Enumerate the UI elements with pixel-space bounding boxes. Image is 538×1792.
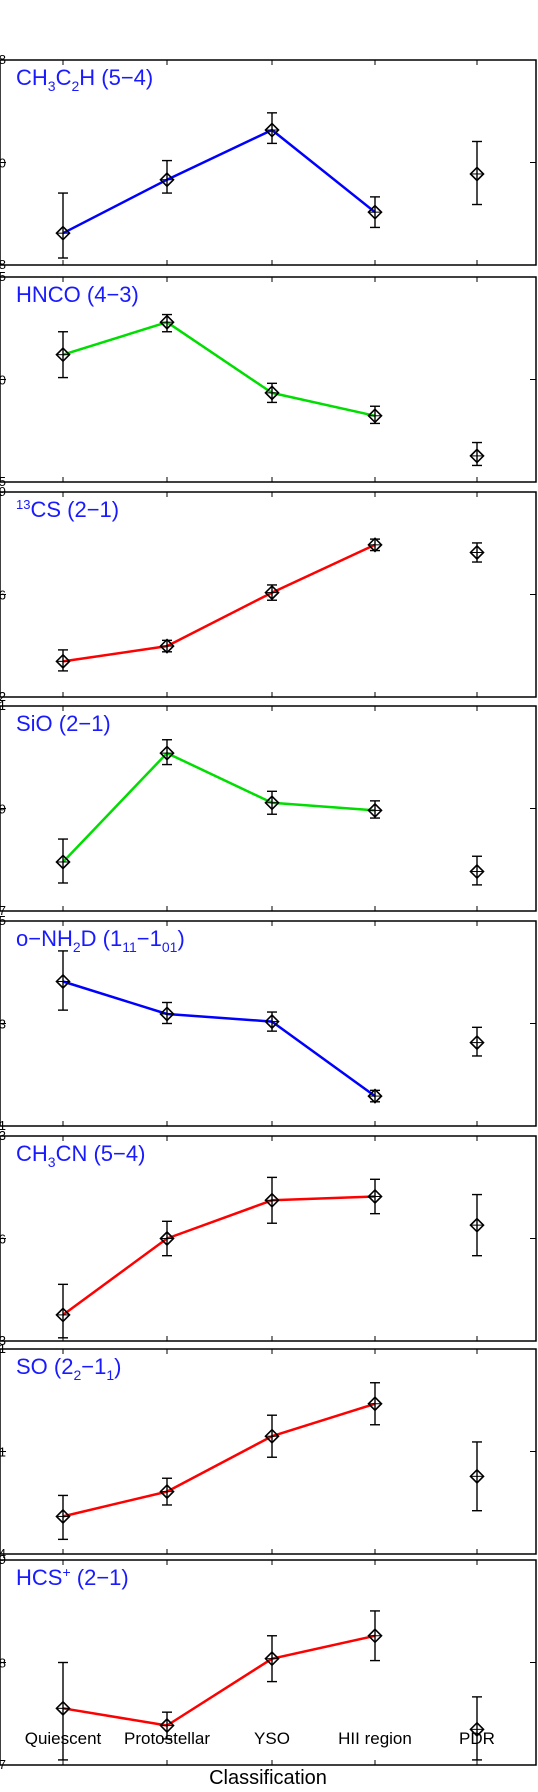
x-category-label: Quiescent (25, 1729, 102, 1748)
panel-title: 13CS (2−1) (16, 497, 119, 522)
series-line (62, 1634, 376, 1727)
panel-title: SO (22−11) (16, 1354, 121, 1383)
x-category-label: Protostellar (124, 1729, 210, 1748)
panel-3: 9 6 2 13CS (2−1) (0, 484, 537, 704)
y-tick-label-top: 5 (0, 269, 6, 284)
series-line (62, 1195, 376, 1316)
panel-frame (0, 59, 537, 266)
y-tick-label-bottom: 7 (0, 903, 6, 918)
y-tick-label-mid: 6 (0, 588, 6, 603)
x-category-label: PDR (459, 1729, 495, 1748)
y-tick-label-bottom: 2 (0, 689, 6, 704)
x-category-labels: Quiescent Protostellar YSO HII region PDR (25, 1729, 495, 1748)
y-tick-label-mid: 0 (0, 373, 6, 388)
panel-1: 8 0 8 CH3C2H (5−4) (0, 52, 537, 272)
y-tick-label-bottom: 7 (0, 1757, 6, 1772)
series-line (62, 320, 376, 418)
panel-frame (0, 276, 537, 483)
panel-title: HCS+ (2−1) (16, 1564, 129, 1590)
panel-5: 5 3 1 o−NH2D (111−101) (0, 913, 537, 1133)
y-tick-label-top: 8 (0, 52, 6, 67)
panel-frame (0, 705, 537, 912)
y-tick-label-bottom: 1 (0, 1118, 6, 1133)
panel-title: HNCO (4−3) (16, 282, 139, 307)
panel-2: 5 0 5 HNCO (4−3) (0, 269, 537, 489)
panel-title: o−NH2D (111−101) (16, 926, 185, 955)
y-tick-label-top: 9 (0, 1552, 6, 1567)
x-category-label: YSO (254, 1729, 290, 1748)
y-tick-label-mid: 0 (0, 156, 6, 171)
y-tick-label-mid: 1 (0, 1445, 6, 1460)
panel-7: 1 1 4 SO (22−11) (0, 1341, 537, 1561)
y-tick-label-top: 1 (0, 1341, 6, 1356)
x-axis-label: Classification (209, 1767, 327, 1789)
series-line (62, 980, 376, 1098)
y-tick-label-bottom: 8 (0, 257, 6, 272)
y-tick-label-bottom: 3 (0, 1333, 6, 1348)
panel-frame (0, 1348, 537, 1555)
y-tick-label-mid: 3 (0, 1017, 6, 1032)
y-tick-label-mid: 8 (0, 1656, 6, 1671)
y-tick-label-bottom: 5 (0, 474, 6, 489)
panel-4: 1 9 7 SiO (2−1) (0, 698, 537, 918)
panel-frame (0, 1135, 537, 1342)
series-line (62, 751, 376, 863)
y-tick-label-mid: 6 (0, 1232, 6, 1247)
series-line (62, 543, 376, 663)
y-tick-label-top: 5 (0, 913, 6, 928)
panel-6: 3 6 3 CH3CN (5−4) (0, 1128, 537, 1348)
series-line (62, 128, 376, 235)
panel-8: 9 8 7 HCS+ (2−1) (0, 1552, 537, 1772)
y-tick-label-top: 1 (0, 698, 6, 713)
panel-title: CH3C2H (5−4) (16, 65, 153, 94)
panel-frame (0, 1559, 537, 1766)
y-tick-label-top: 3 (0, 1128, 6, 1143)
chart-panels: 8 0 8 CH3C2H (5−4) 5 0 5 HNCO (4−3) 9 6 2 13CS (2−1… (0, 52, 537, 1772)
panel-title: SiO (2−1) (16, 711, 111, 736)
y-tick-label-bottom: 4 (0, 1546, 6, 1561)
series-line (62, 1402, 376, 1518)
y-tick-label-top: 9 (0, 484, 6, 499)
y-tick-label-mid: 9 (0, 802, 6, 817)
panel-title: CH3CN (5−4) (16, 1141, 145, 1170)
x-category-label: HII region (338, 1729, 412, 1748)
